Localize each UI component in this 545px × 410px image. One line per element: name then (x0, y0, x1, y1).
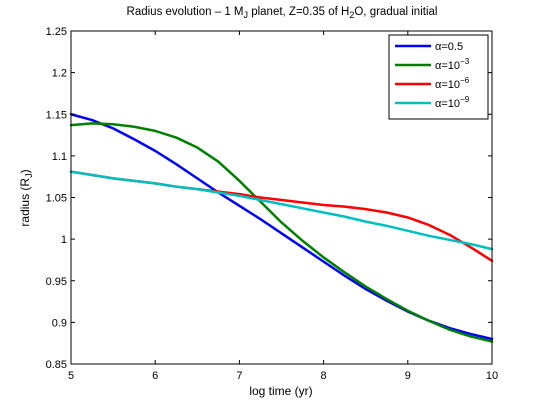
y-tick-label: 1.05 (46, 193, 67, 205)
y-tick-label: 0.95 (46, 276, 67, 288)
x-tick-label: 5 (68, 370, 74, 382)
y-tick-label: 1.25 (46, 26, 67, 38)
y-tick-label: 0.85 (46, 359, 67, 371)
y-tick-label: 0.9 (52, 317, 67, 329)
legend-label-1: α=0.5 (435, 41, 463, 53)
legend-exponent: −3 (460, 57, 470, 66)
plot-frame (70, 30, 493, 365)
x-axis-label: log time (yr) (249, 384, 312, 398)
x-tick-label: 10 (486, 370, 498, 382)
legend-alpha-symbol: α (435, 60, 442, 72)
legend-label-2: α=10−3 (435, 57, 470, 72)
legend-box (388, 34, 489, 120)
x-tick-label: 7 (236, 370, 242, 382)
chart-title: Radius evolution – 1 MJ planet, Z=0.35 o… (127, 6, 438, 20)
chart-title-subscript-2: 2 (349, 10, 354, 20)
series-line-2 (69, 122, 494, 343)
chart-title-middle: planet, Z=0.35 of H (248, 6, 349, 18)
chart-title-subscript-j: J (244, 10, 249, 20)
y-tick-label: 1.15 (46, 109, 67, 121)
y-tick-label: 1.1 (52, 151, 67, 163)
x-tick-label: 9 (405, 370, 411, 382)
legend-label-3: α=10−6 (435, 76, 470, 91)
chart-title-suffix: O, gradual initial (354, 6, 437, 18)
y-axis-label: radius (RJ) (18, 169, 34, 226)
y-axis-label-main: radius (R (18, 178, 32, 227)
chart-title-prefix: Radius evolution – 1 M (127, 6, 244, 18)
y-axis-label-subscript: J (24, 173, 34, 178)
legend-exponent: −9 (460, 95, 470, 104)
legend-label-4: α=10−9 (435, 95, 470, 110)
legend: α=0.5α=10−3α=10−6α=10−9 (388, 34, 489, 120)
legend-text: =10 (441, 98, 460, 110)
x-tick-label: 6 (152, 370, 158, 382)
series-line-4 (69, 170, 494, 251)
legend-text: =10 (441, 60, 460, 72)
legend-alpha-symbol: α (435, 98, 442, 110)
legend-alpha-symbol: α (435, 41, 442, 53)
legend-text: =10 (441, 79, 460, 91)
legend-alpha-symbol: α (435, 79, 442, 91)
y-axis-label-close: ) (18, 169, 32, 173)
series-layer (69, 113, 494, 343)
y-tick-label: 1.2 (52, 68, 67, 80)
x-tick-label: 8 (321, 370, 327, 382)
y-tick-label: 1 (61, 234, 67, 246)
legend-exponent: −6 (460, 76, 470, 85)
legend-text: =0.5 (441, 41, 463, 53)
